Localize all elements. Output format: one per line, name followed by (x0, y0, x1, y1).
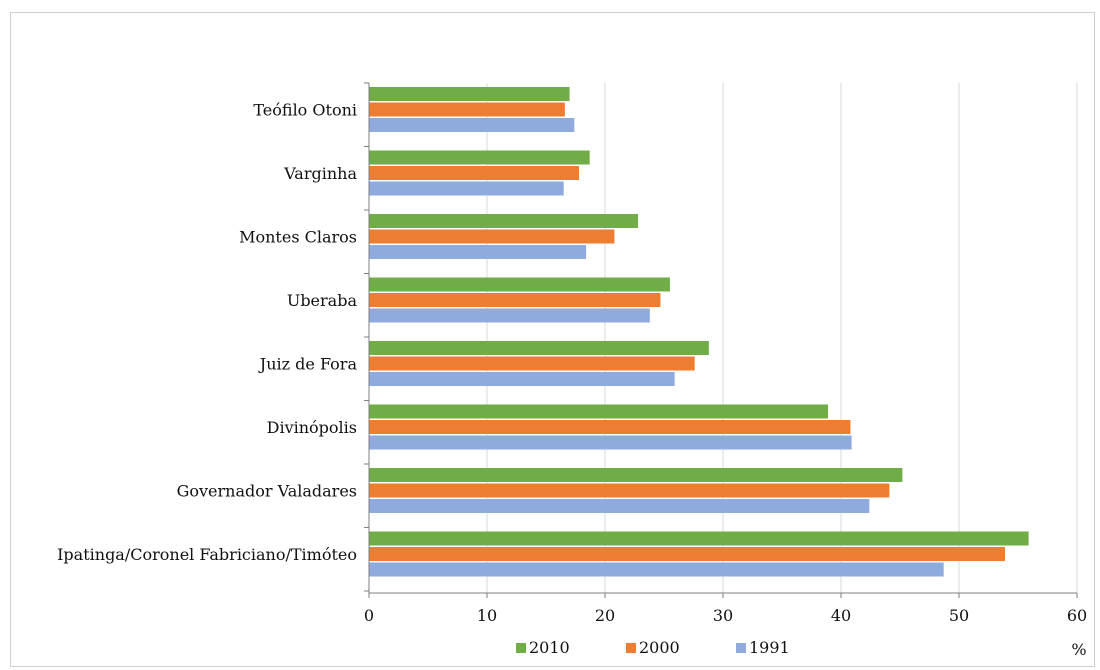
bar-2010 (369, 150, 590, 165)
legend-label: 2000 (639, 638, 680, 657)
bar-2010 (369, 214, 639, 228)
bar-chart: Teófilo Otoni Varginha Montes Claros Uberab… (57, 82, 1087, 659)
bar-2000 (369, 293, 661, 307)
bar-2010 (369, 341, 709, 355)
category-label: Montes Claros (239, 227, 357, 246)
bar-1991 (369, 435, 852, 450)
chart-frame: Teófilo Otoni Varginha Montes Claros Uberab… (10, 12, 1095, 667)
x-tick-label: 60 (1067, 606, 1087, 625)
bar-1991 (369, 562, 944, 577)
category-label: Teófilo Otoni (253, 100, 357, 119)
bar-2000 (369, 547, 1006, 561)
bar-2000 (369, 166, 580, 180)
legend-label: 2010 (529, 638, 570, 657)
bar-2010 (369, 404, 829, 419)
category-label: Governador Valadares (177, 481, 357, 500)
legend-swatch-2010 (516, 643, 526, 653)
bar-1991 (369, 499, 870, 513)
x-tick-label: 30 (713, 606, 733, 625)
bar-2000 (369, 102, 565, 117)
category-label: Uberaba (287, 291, 358, 310)
x-tick-label: 40 (831, 606, 851, 625)
bar-1991 (369, 308, 650, 323)
bar-2010 (369, 531, 1029, 546)
x-unit-label: % (1071, 640, 1086, 659)
bar-1991 (369, 118, 575, 132)
category-label: Divinópolis (267, 418, 357, 437)
legend-swatch-1991 (736, 643, 746, 653)
x-tick-label: 0 (364, 606, 374, 625)
bar-2010 (369, 468, 903, 482)
bar-1991 (369, 181, 564, 196)
bar-2000 (369, 229, 615, 244)
x-tick-label: 50 (949, 606, 969, 625)
bar-2010 (369, 87, 570, 101)
x-tick-label: 10 (477, 606, 497, 625)
bar-1991 (369, 245, 587, 259)
legend-swatch-2000 (626, 643, 636, 653)
bar-2000 (369, 420, 851, 434)
bar-2000 (369, 356, 695, 371)
bar-1991 (369, 372, 675, 386)
bar-2000 (369, 483, 890, 498)
legend-label: 1991 (749, 638, 790, 657)
category-label: Varginha (283, 164, 357, 183)
category-label: Ipatinga/Coronel Fabriciano/Timóteo (57, 545, 357, 564)
category-label: Juiz de Fora (258, 354, 358, 373)
bar-2010 (369, 277, 670, 292)
x-tick-label: 20 (595, 606, 615, 625)
